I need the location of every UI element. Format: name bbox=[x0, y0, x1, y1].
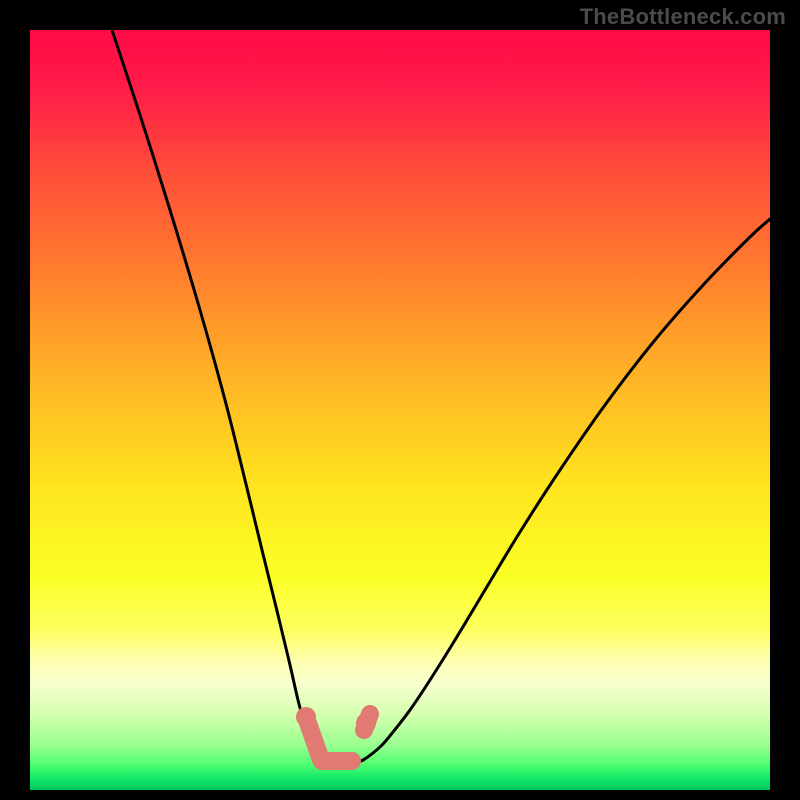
chart-canvas: TheBottleneck.com bbox=[0, 0, 800, 800]
curve-layer bbox=[30, 30, 770, 790]
frame-left bbox=[0, 0, 30, 800]
frame-bottom bbox=[0, 790, 800, 800]
watermark-text: TheBottleneck.com bbox=[580, 4, 786, 30]
frame-right bbox=[770, 0, 800, 800]
bottleneck-curve bbox=[112, 30, 770, 766]
curve-markers bbox=[296, 707, 376, 761]
plot-area bbox=[30, 30, 770, 790]
